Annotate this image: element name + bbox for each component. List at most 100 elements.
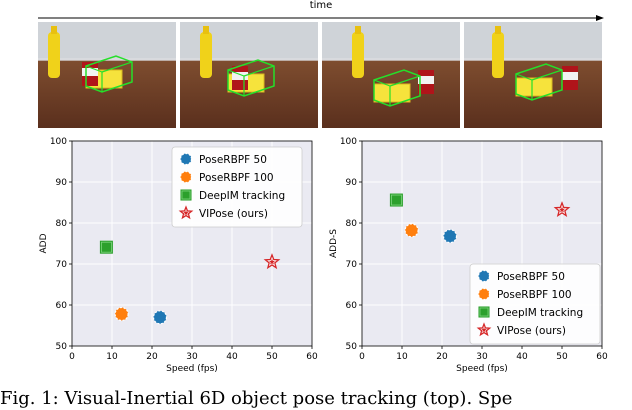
mustard-cap (203, 26, 209, 34)
mustard-cap (51, 26, 57, 34)
legend-item: PoseRBPF 50 (477, 269, 565, 283)
y-tick-label: 60 (346, 301, 358, 311)
marker-square-inner (479, 307, 489, 317)
legend-label: VIPose (ours) (199, 208, 268, 220)
pose-box-edge (101, 61, 133, 73)
x-tick-label: 0 (359, 352, 365, 362)
time-label: time (309, 0, 333, 11)
legend-label: VIPose (ours) (497, 325, 566, 337)
legend-item: PoseRBPF 100 (179, 170, 274, 184)
add-chart: 0 10 20 30 40 50 60 50 60 70 80 90 100 Speed (fps) ADD… (22, 128, 322, 388)
can-label (562, 72, 578, 80)
frame-scene (322, 22, 460, 107)
pose-bounding-box (373, 69, 421, 107)
marker-circle-ring (179, 170, 193, 184)
legend-label: PoseRBPF 100 (497, 289, 572, 301)
figure-caption: Fig. 1: Visual-Inertial 6D object pose t… (0, 388, 513, 409)
marker-square-inner (391, 194, 402, 206)
frame-scene (38, 22, 176, 93)
mustard-cap (355, 26, 361, 34)
data-point (152, 310, 168, 325)
x-tick-label: 50 (266, 352, 278, 362)
legend: PoseRBPF 50 PoseRBPF 100 DeepIM tracking VI… (171, 146, 303, 228)
legend-item: PoseRBPF 50 (179, 152, 267, 166)
add-chart-svg: 0 10 20 30 40 50 60 50 60 70 80 90 100 Speed (fps) ADD… (39, 137, 318, 374)
x-tick-label: 10 (396, 352, 408, 362)
legend-box (171, 146, 303, 228)
frame-scene (464, 22, 602, 101)
data-point (263, 253, 281, 270)
background-wall (322, 22, 460, 58)
legend-item: PoseRBPF 100 (477, 287, 572, 301)
pose-bounding-box (227, 59, 275, 97)
x-tick-label: 20 (436, 352, 448, 362)
x-tick-label: 60 (596, 352, 608, 362)
legend-label: PoseRBPF 50 (199, 154, 267, 166)
marker-square-inner (101, 241, 112, 253)
background-wall (38, 22, 176, 58)
x-tick-label: 10 (106, 352, 118, 362)
marker-circle (180, 153, 192, 165)
y-tick-label: 100 (50, 137, 67, 147)
mustard-bottle (200, 32, 212, 78)
data-points (99, 240, 281, 325)
pose-box-edge (373, 79, 391, 87)
legend-item: DeepIM tracking (478, 306, 583, 319)
y-tick-label: 100 (340, 137, 357, 147)
data-point (99, 240, 113, 254)
x-tick-label: 30 (476, 352, 488, 362)
y-tick-label: 80 (56, 219, 68, 229)
video-frame-2 (180, 22, 318, 128)
data-point (404, 223, 419, 238)
time-axis: time (38, 0, 604, 21)
marker-circle (153, 310, 167, 324)
video-frame-1 (38, 22, 176, 128)
data-point (114, 306, 129, 322)
mustard-bottle (48, 32, 60, 78)
mustard-bottle (352, 32, 364, 78)
pose-box-edge (389, 75, 421, 87)
legend-label: PoseRBPF 50 (497, 271, 565, 283)
pose-box-edge (531, 69, 563, 81)
frame-scene (180, 22, 318, 97)
legend: PoseRBPF 50 PoseRBPF 100 DeepIM tracking VI… (469, 263, 601, 345)
y-axis-label: ADD (39, 233, 49, 253)
mustard-bottle (492, 32, 504, 78)
y-tick-label: 70 (346, 260, 358, 270)
marker-circle-ring (152, 310, 168, 325)
yellow-box (373, 83, 411, 103)
video-frame-4 (464, 22, 602, 128)
y-tick-label: 50 (56, 342, 68, 352)
legend-item: DeepIM tracking (180, 189, 285, 202)
legend-item: VIPose (ours) (476, 322, 566, 337)
x-axis-label: Speed (fps) (456, 364, 508, 374)
marker-circle-ring (477, 269, 491, 283)
y-tick-label: 80 (346, 219, 358, 229)
x-tick-label: 20 (146, 352, 158, 362)
data-points (389, 193, 571, 244)
marker-square (478, 306, 490, 318)
marker-circle-ring (179, 152, 193, 166)
marker-circle-ring (114, 306, 129, 322)
marker-star-core (268, 258, 276, 265)
marker-circle (478, 270, 490, 282)
marker-star-core (183, 210, 189, 216)
yellow-box (515, 77, 553, 97)
x-tick-label: 40 (516, 352, 528, 362)
can-label (232, 72, 248, 80)
x-tick-label: 50 (556, 352, 568, 362)
mustard-cap (495, 26, 501, 34)
marker-circle (115, 307, 129, 321)
pose-box-edge (227, 69, 245, 77)
legend-box (469, 263, 601, 345)
add-s-chart: 0 10 20 30 40 50 60 50 60 70 80 90 100 Speed (fps) ADD… (312, 128, 612, 388)
marker-circle-ring (477, 287, 491, 301)
marker-square-inner (181, 190, 191, 200)
marker-circle (478, 288, 490, 300)
data-point (389, 193, 403, 207)
marker-square (99, 240, 113, 254)
x-axis-label: Speed (fps) (166, 364, 218, 374)
marker-circle-ring (442, 229, 458, 244)
marker-star-core (558, 206, 566, 213)
x-tick-label: 0 (69, 352, 75, 362)
